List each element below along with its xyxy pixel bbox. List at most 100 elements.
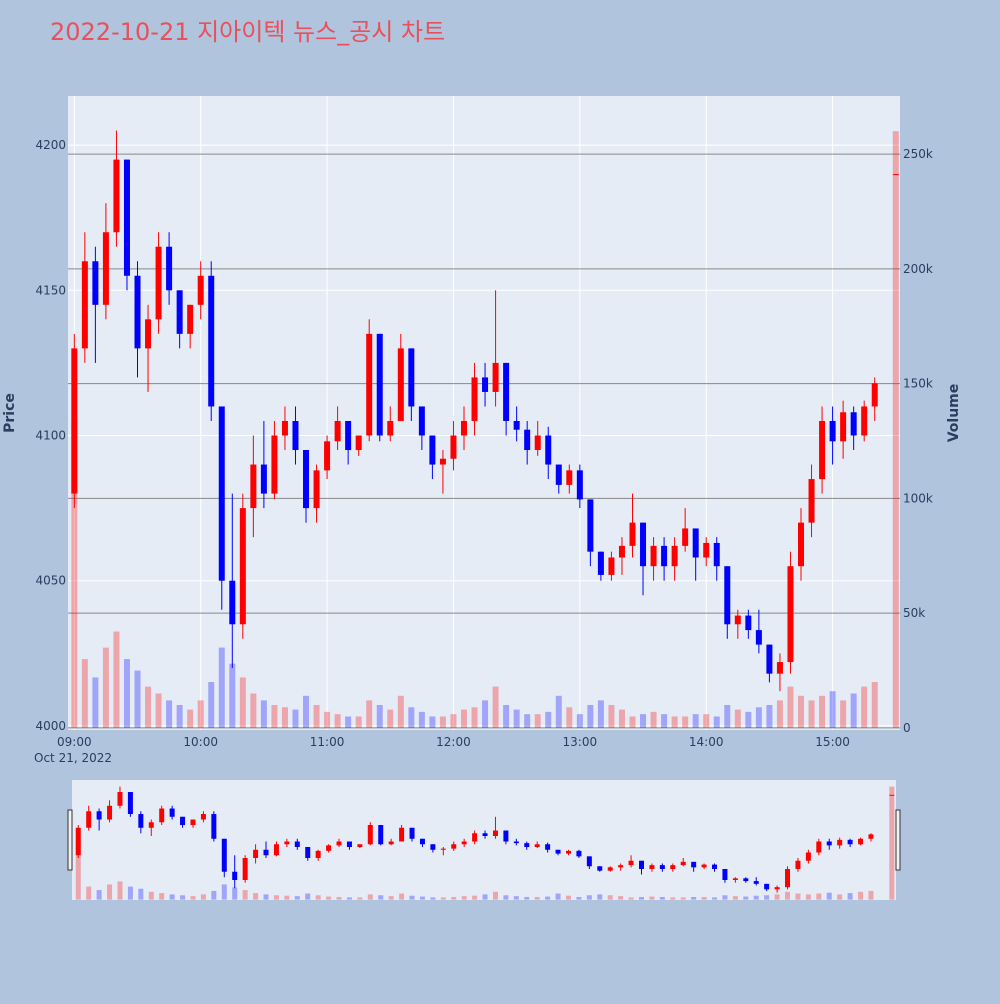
candle-body	[102, 232, 109, 305]
candle-body	[187, 304, 194, 334]
slider-volume-bar	[430, 897, 436, 900]
candle-body	[92, 261, 99, 305]
slider-candle	[785, 868, 791, 888]
slider-volume-bar	[388, 896, 394, 900]
slider-handle[interactable]	[895, 809, 901, 871]
slider-volume-bar	[597, 894, 603, 900]
candle-body	[408, 348, 415, 407]
slider-candle	[659, 865, 665, 869]
slider-volume-bar	[513, 896, 519, 900]
slider-volume-bar	[858, 891, 864, 900]
candle-body	[281, 420, 288, 436]
slider-volume-bar	[315, 895, 321, 900]
candle-body	[166, 246, 173, 291]
y2-tick-label: 100k	[903, 491, 933, 505]
slider-candle	[816, 841, 822, 853]
slider-volume-bar	[607, 895, 613, 900]
x-tick-label: 10:00	[183, 735, 218, 749]
slider-volume-bar	[743, 896, 749, 900]
slider-volume-bar	[534, 897, 540, 900]
slider-candle	[107, 805, 113, 820]
candle-body	[534, 435, 541, 451]
volume-bar	[650, 711, 657, 728]
candle-body	[229, 580, 236, 625]
candle-body	[745, 615, 752, 631]
volume-bar	[682, 716, 689, 728]
slider-candle	[597, 866, 603, 871]
slider-candle	[826, 841, 832, 846]
volume-bar	[271, 704, 278, 728]
slider-volume-bar	[826, 892, 832, 900]
slider-handle[interactable]	[67, 809, 73, 871]
y-tick-label: 4150	[35, 283, 66, 297]
plot-area	[68, 96, 900, 730]
volume-bar	[366, 700, 373, 728]
volume-bar	[155, 693, 162, 728]
candle-body	[492, 362, 499, 392]
slider-candle	[753, 881, 759, 884]
slider-volume-bar	[764, 895, 770, 900]
slider-volume-bar	[691, 897, 697, 900]
volume-bar	[134, 670, 141, 728]
candle-body	[334, 420, 341, 442]
candle-body	[776, 662, 783, 674]
slider-volume-bar	[712, 897, 718, 900]
slider-volume-bar	[659, 897, 665, 900]
candle-body	[145, 319, 152, 349]
candle-body	[513, 420, 520, 430]
candle-body	[313, 470, 320, 509]
candle-body	[661, 545, 668, 567]
candle-body	[345, 420, 352, 451]
slider-candle	[586, 856, 592, 867]
slider-volume-bar	[148, 891, 154, 900]
candle-body	[218, 406, 225, 581]
volume-bar	[524, 714, 531, 728]
volume-bar	[597, 700, 604, 728]
slider-candle	[545, 844, 551, 850]
candle-body	[671, 545, 678, 567]
volume-bar	[187, 709, 194, 728]
candle-body	[682, 528, 689, 546]
candle-body	[387, 420, 394, 436]
slider-candle	[430, 844, 436, 850]
slider-candle	[357, 844, 363, 848]
slider-candle	[180, 816, 186, 826]
slider-volume-bar	[169, 894, 175, 900]
candle-body	[608, 557, 615, 575]
slider-volume-bar	[492, 891, 498, 900]
slider-candle	[86, 811, 92, 828]
slider-candle	[242, 858, 248, 880]
slider-volume-bar	[419, 896, 425, 900]
slider-volume-bar	[774, 894, 780, 900]
slider-candle	[649, 865, 655, 869]
slider-volume-bar	[555, 893, 561, 900]
slider-candle	[326, 845, 332, 851]
volume-bar	[113, 631, 120, 728]
slider-candle	[346, 841, 352, 848]
slider-volume-bar	[722, 895, 728, 900]
candle-body	[503, 362, 510, 421]
slider-volume-bar	[232, 887, 238, 900]
slider-candle	[805, 852, 811, 861]
slider-volume-bar	[284, 895, 290, 900]
volume-bar	[829, 691, 836, 728]
slider-candle	[607, 867, 613, 871]
slider-volume-bar	[96, 890, 102, 900]
x-tick-label: 09:00	[57, 735, 92, 749]
volume-bar	[239, 677, 246, 728]
volume-bar	[303, 695, 310, 728]
volume-bar	[397, 695, 404, 728]
range-slider[interactable]	[72, 780, 896, 900]
volume-bar	[418, 711, 425, 728]
slider-volume-bar	[221, 884, 227, 900]
slider-volume-bar	[399, 893, 405, 900]
slider-volume-bar	[680, 897, 686, 900]
volume-bar	[313, 704, 320, 728]
y2-tick-label: 50k	[903, 606, 925, 620]
slider-candle	[294, 841, 300, 848]
slider-volume-bar	[180, 895, 186, 900]
volume-bar	[566, 707, 573, 728]
volume-bar	[850, 693, 857, 728]
y2-tick-label: 0	[903, 721, 911, 735]
candle-body	[429, 435, 436, 465]
